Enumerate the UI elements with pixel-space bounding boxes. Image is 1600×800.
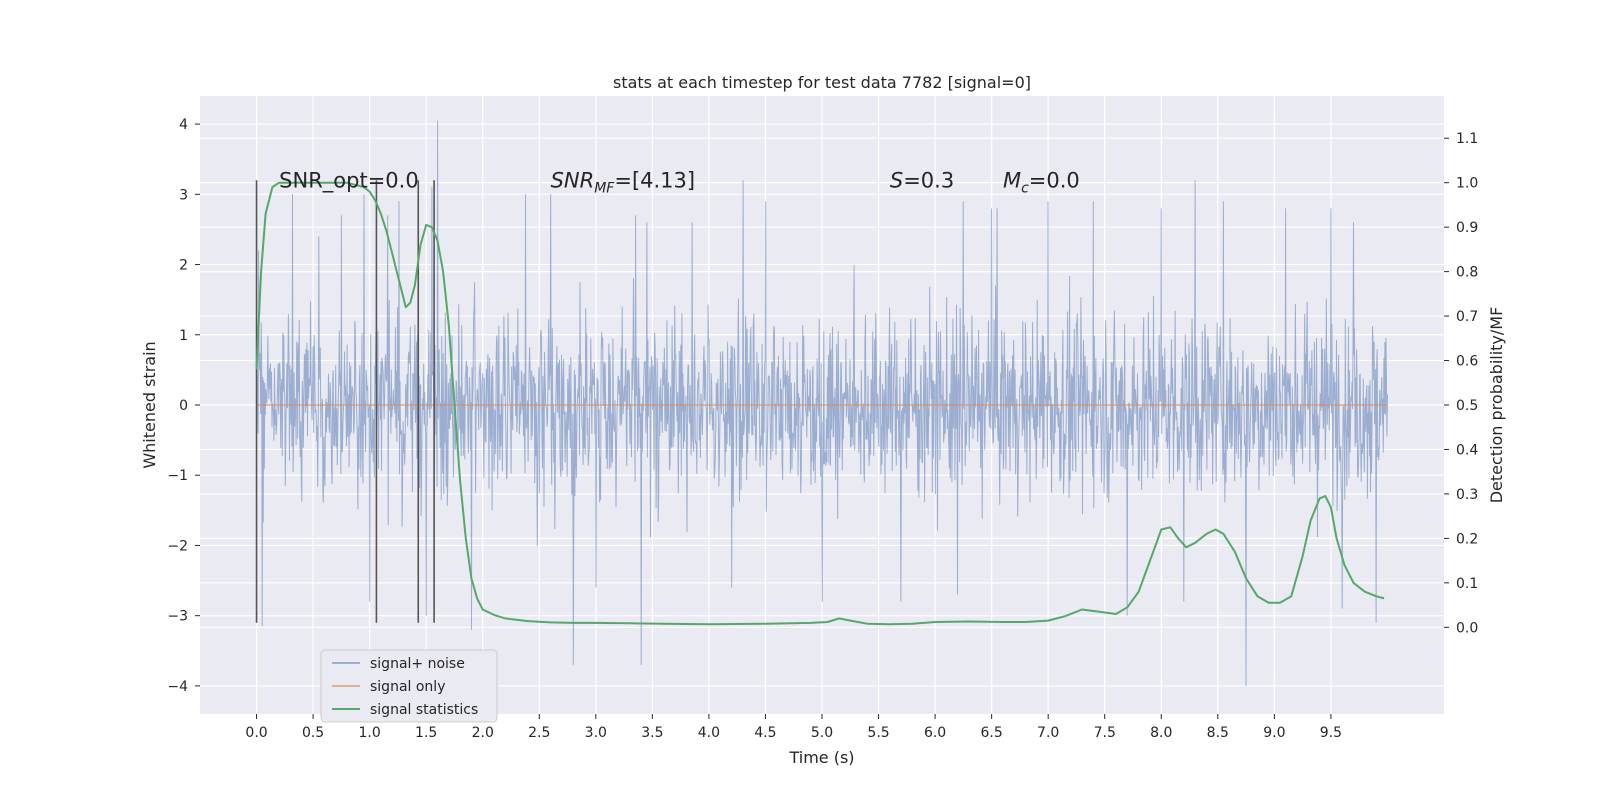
x-tick-label: 1.0 — [359, 725, 381, 741]
x-tick-label: 6.5 — [981, 725, 1003, 741]
annotation-2: S=0.3 — [890, 168, 954, 192]
y-tick-label: 3 — [179, 187, 188, 203]
y-tick-label: −1 — [167, 468, 188, 484]
x-tick-label: 1.5 — [415, 725, 437, 741]
y-right-tick-label: 0.3 — [1456, 487, 1478, 503]
x-tick-label: 0.5 — [302, 725, 324, 741]
y-tick-label: 0 — [179, 398, 188, 414]
legend-box — [320, 649, 498, 723]
annotation-1: SNRMF=[4.13] — [551, 168, 696, 196]
x-ticks: 0.0 0.5 1.0 1.5 2.0 2.5 3.0 3.5 4.0 4.5 5.0 5.5 6.0 6… — [245, 714, 1342, 741]
y-right-tick-label: 0.7 — [1456, 309, 1478, 325]
legend-label-signal-statistics: signal statistics — [370, 702, 478, 718]
y-tick-label: −2 — [167, 538, 188, 554]
legend: signal+ noise signal only signal statist… — [320, 649, 498, 723]
x-tick-label: 2.5 — [528, 725, 550, 741]
y-tick-label: −4 — [167, 679, 188, 695]
x-tick-label: 8.0 — [1150, 725, 1172, 741]
y-axis-label: Whitened strain — [140, 341, 159, 468]
x-tick-label: 9.0 — [1263, 725, 1285, 741]
y-ticks-right: 0.0 0.1 0.2 0.3 0.4 0.5 0.6 0.7 0.8 0.9 1.0 1.1 — [1444, 131, 1478, 636]
x-tick-label: 4.5 — [754, 725, 776, 741]
y-right-tick-label: 1.1 — [1456, 131, 1478, 147]
x-tick-label: 9.5 — [1320, 725, 1342, 741]
y-tick-label: 4 — [179, 117, 188, 133]
series-signal-plus-noise — [256, 120, 1388, 686]
x-tick-label: 0.0 — [245, 725, 267, 741]
signal-plus-noise-line — [256, 120, 1388, 686]
chart-title: stats at each timestep for test data 778… — [613, 73, 1031, 92]
x-tick-label: 3.0 — [585, 725, 607, 741]
x-axis-label: Time (s) — [788, 748, 854, 767]
signal-statistics-line — [255, 181, 1385, 626]
x-tick-label: 5.5 — [867, 725, 889, 741]
y-right-tick-label: 0.9 — [1456, 220, 1478, 236]
x-tick-label: 2.0 — [472, 725, 494, 741]
y-tick-label: 2 — [179, 258, 188, 274]
y-tick-label: −3 — [167, 609, 188, 625]
y-right-tick-label: 1.0 — [1456, 176, 1478, 192]
series-signal-statistics — [255, 181, 1385, 626]
x-tick-label: 5.0 — [811, 725, 833, 741]
annotation-3: Mc=0.0 — [1003, 168, 1080, 196]
y-right-tick-label: 0.1 — [1456, 576, 1478, 592]
y-right-tick-label: 0.2 — [1456, 531, 1478, 547]
y-tick-label: 1 — [179, 328, 188, 344]
y-right-tick-label: 0.8 — [1456, 265, 1478, 281]
y-right-tick-label: 0.0 — [1456, 620, 1478, 636]
annotations: SNR_opt=0.0 SNRMF=[4.13] S=0.3 Mc=0.0 — [279, 168, 1080, 196]
x-tick-label: 3.5 — [641, 725, 663, 741]
y-ticks-left: −4 −3 −2 −1 0 1 2 3 4 — [167, 117, 200, 695]
x-tick-label: 7.0 — [1037, 725, 1059, 741]
y-axis-label-right: Detection probability/MF — [1487, 307, 1506, 504]
annotation-0: SNR_opt=0.0 — [279, 168, 419, 193]
x-tick-label: 8.5 — [1207, 725, 1229, 741]
legend-label-signal-plus-noise: signal+ noise — [370, 656, 465, 672]
x-tick-label: 6.0 — [924, 725, 946, 741]
x-tick-label: 4.0 — [698, 725, 720, 741]
y-right-tick-label: 0.4 — [1456, 442, 1478, 458]
x-tick-label: 7.5 — [1094, 725, 1116, 741]
legend-label-signal-only: signal only — [370, 679, 445, 695]
y-right-tick-label: 0.5 — [1456, 398, 1478, 414]
y-right-tick-label: 0.6 — [1456, 354, 1478, 370]
